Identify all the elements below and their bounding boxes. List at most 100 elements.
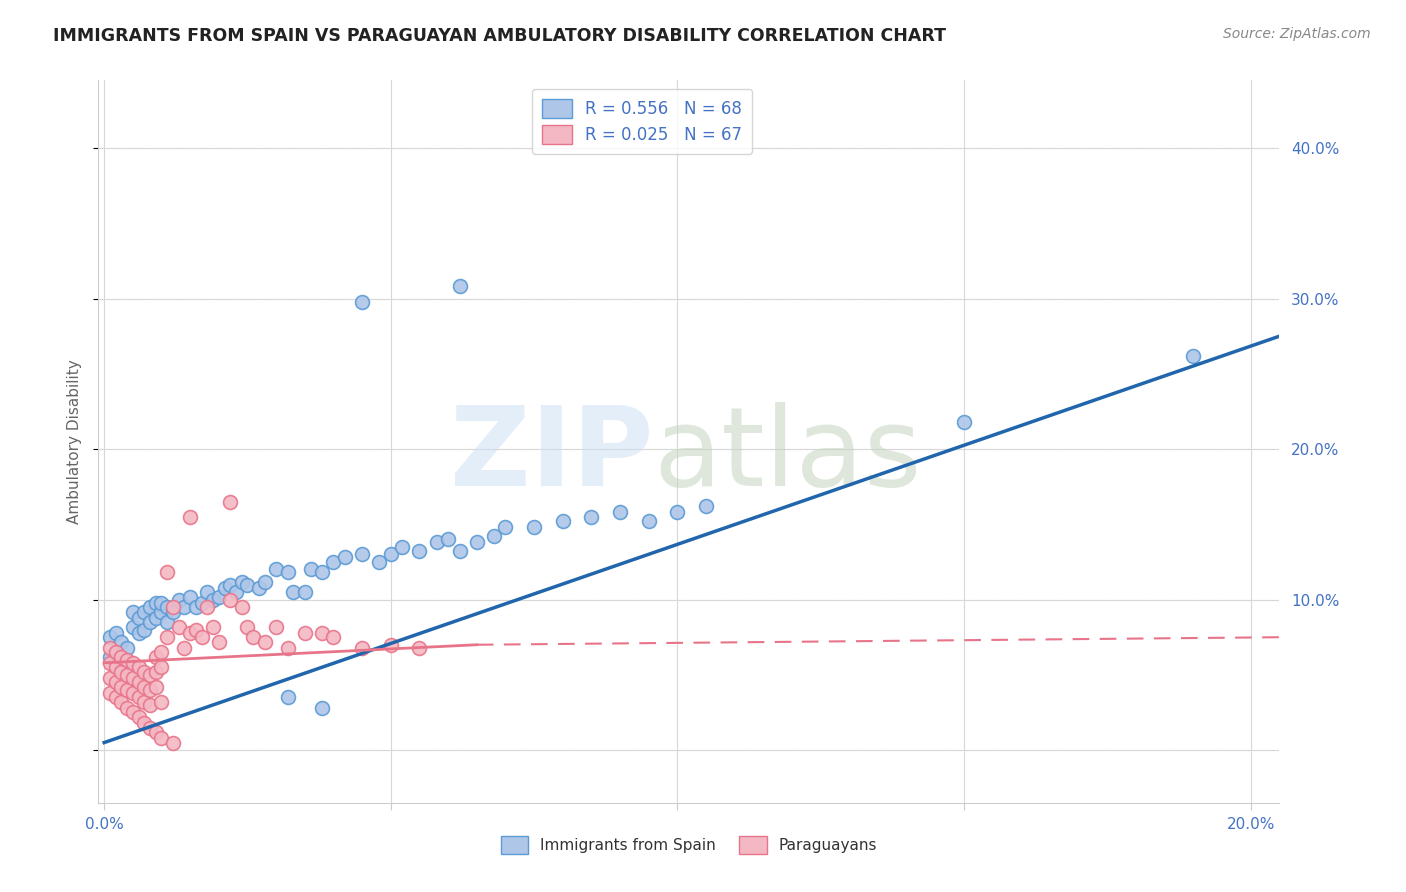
Point [179,625,201,640]
Point [380,548,402,562]
Point [145,649,167,664]
Text: IMMIGRANTS FROM SPAIN VS PARAGUAYAN AMBULATORY DISABILITY CORRELATION CHART: IMMIGRANTS FROM SPAIN VS PARAGUAYAN AMBU… [53,27,946,45]
Text: Source: ZipAtlas.com: Source: ZipAtlas.com [1223,27,1371,41]
Point [104,645,127,659]
Point [104,625,127,640]
Point [110,656,132,670]
Point [115,653,138,667]
Point [322,555,344,569]
Point [637,514,659,528]
Point [134,665,156,679]
Point [264,620,287,634]
Point [139,668,162,682]
Point [110,634,132,648]
Point [139,615,162,630]
Point [408,544,430,558]
Point [167,592,190,607]
Point [167,620,190,634]
Point [173,600,195,615]
Point [219,577,242,591]
Point [98,656,121,670]
Point [128,610,150,624]
Point [225,585,247,599]
Point [115,640,138,655]
Point [128,710,150,724]
Point [666,505,689,519]
Point [231,600,253,615]
Point [98,640,121,655]
Point [208,590,231,604]
Point [242,630,264,644]
Legend: Immigrants from Spain, Paraguayans: Immigrants from Spain, Paraguayans [495,830,883,860]
Point [179,590,201,604]
Point [128,675,150,690]
Point [294,625,316,640]
Point [253,574,276,589]
Point [121,706,143,720]
Point [311,566,333,580]
Point [150,695,173,709]
Point [110,649,132,664]
Point [139,698,162,712]
Point [98,649,121,664]
Point [426,535,449,549]
Point [322,630,344,644]
Point [150,731,173,745]
Point [352,548,374,562]
Point [134,695,156,709]
Point [150,596,173,610]
Point [208,634,231,648]
Point [104,645,127,659]
Point [104,660,127,674]
Point [121,671,143,685]
Point [236,577,259,591]
Point [162,605,184,619]
Point [139,721,162,735]
Point [121,620,143,634]
Point [128,625,150,640]
Point [482,529,505,543]
Point [156,615,179,630]
Point [98,630,121,644]
Point [110,680,132,694]
Point [145,680,167,694]
Point [104,690,127,705]
Point [104,675,127,690]
Point [1182,349,1205,363]
Point [253,634,276,648]
Point [145,725,167,739]
Point [247,581,270,595]
Point [195,600,218,615]
Point [408,640,430,655]
Point [134,605,156,619]
Point [609,505,631,519]
Point [333,550,356,565]
Point [283,585,305,599]
Point [523,520,546,534]
Point [219,494,242,508]
Point [184,600,207,615]
Point [156,600,179,615]
Point [145,596,167,610]
Point [121,605,143,619]
Point [695,500,717,514]
Point [277,690,299,705]
Point [173,640,195,655]
Point [219,592,242,607]
Point [179,509,201,524]
Point [311,625,333,640]
Point [150,660,173,674]
Point [150,645,173,659]
Point [162,735,184,749]
Point [202,620,225,634]
Point [380,638,402,652]
Point [134,623,156,637]
Point [128,660,150,674]
Point [449,279,471,293]
Point [184,623,207,637]
Point [134,716,156,731]
Point [190,630,212,644]
Point [311,701,333,715]
Point [277,566,299,580]
Point [195,585,218,599]
